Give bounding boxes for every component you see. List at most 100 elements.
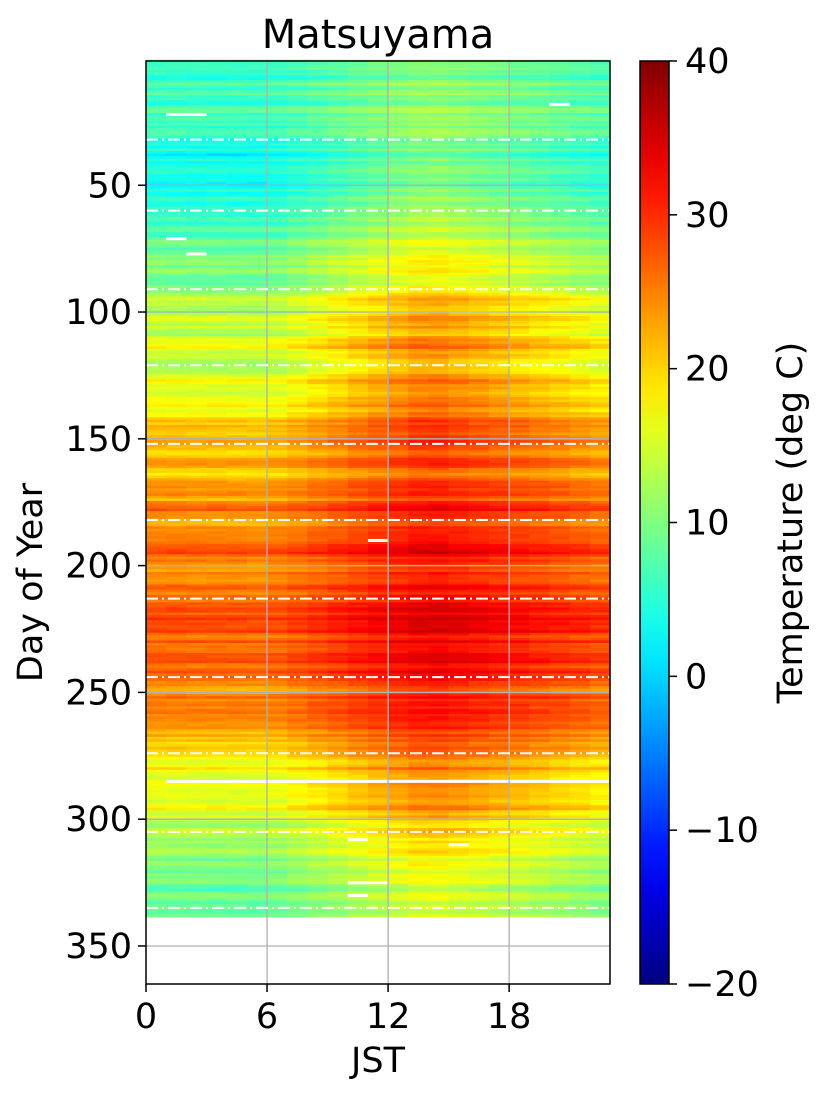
heat-cell: [569, 107, 591, 112]
heat-cell: [367, 500, 389, 505]
heat-cell: [206, 402, 228, 406]
heat-cell: [589, 325, 611, 330]
heat-cell: [226, 90, 248, 94]
heat-cell: [267, 133, 288, 137]
heat-cell: [569, 419, 591, 423]
heat-cell: [347, 589, 369, 593]
heat-cell: [448, 151, 470, 155]
heat-cell: [408, 308, 430, 312]
heat-cell: [146, 331, 167, 335]
heat-cell: [589, 584, 611, 588]
heat-cell: [569, 100, 591, 104]
heat-cell: [448, 232, 470, 236]
heat-cell: [589, 549, 611, 553]
heat-cell: [267, 594, 288, 598]
heat-cell: [589, 531, 611, 535]
heat-cell: [408, 69, 430, 74]
heat-cell: [509, 462, 530, 467]
heat-cell: [509, 102, 530, 106]
heat-cell: [206, 341, 228, 345]
heat-cell: [468, 145, 490, 150]
heat-cell: [367, 133, 389, 137]
heat-cell: [529, 85, 551, 89]
heat-cell: [166, 371, 187, 375]
heat-cell: [388, 508, 409, 512]
heat-cell: [569, 181, 591, 185]
heat-cell: [589, 594, 611, 598]
heat-cell: [448, 285, 470, 289]
heat-cell: [307, 493, 329, 497]
heat-cell: [246, 87, 268, 91]
heat-cell: [327, 544, 349, 548]
heat-cell: [468, 97, 490, 101]
heat-cell: [428, 544, 450, 548]
heat-cell: [408, 252, 430, 256]
heat-cell: [226, 140, 248, 145]
heat-cell: [468, 262, 490, 266]
heat-cell: [569, 87, 591, 91]
heat-cell: [448, 556, 470, 560]
heat-cell: [267, 97, 288, 101]
heat-cell: [468, 412, 490, 416]
heat-cell: [367, 346, 389, 350]
heat-cell: [186, 526, 208, 530]
heat-cell: [569, 199, 591, 203]
heat-cell: [166, 140, 187, 145]
heat-cell: [408, 533, 430, 538]
heat-cell: [488, 120, 510, 124]
heat-cell: [267, 229, 288, 233]
heat-cell: [509, 320, 530, 325]
heat-cell: [549, 135, 571, 139]
heat-cell: [307, 219, 329, 223]
heat-cell: [509, 204, 530, 208]
heat-cell: [367, 577, 389, 581]
heat-cell: [367, 429, 389, 434]
heat-cell: [226, 528, 248, 532]
heat-cell: [206, 135, 228, 139]
heat-cell: [267, 315, 288, 319]
heat-cell: [468, 95, 490, 99]
heat-cell: [488, 381, 510, 385]
heat-cell: [408, 478, 430, 482]
heat-cell: [367, 584, 389, 588]
heat-cell: [569, 148, 591, 152]
heat-cell: [246, 485, 268, 489]
heat-cell: [468, 123, 490, 127]
heat-cell: [589, 506, 611, 510]
heat-cell: [549, 455, 571, 459]
heat-cell: [448, 247, 470, 251]
heat-cell: [186, 280, 208, 284]
heat-cell: [267, 478, 288, 482]
heat-cell: [287, 64, 308, 68]
heat-cell: [569, 303, 591, 307]
heat-cell: [388, 513, 409, 517]
heat-cell: [468, 599, 490, 603]
heat-cell: [146, 503, 167, 507]
heat-cell: [206, 128, 228, 132]
heat-cell: [468, 216, 490, 221]
heat-cell: [206, 602, 228, 606]
heat-cell: [509, 574, 530, 578]
heat-cell: [529, 409, 551, 413]
heat-cell: [488, 374, 510, 378]
heat-cell: [166, 300, 187, 304]
heat-cell: [347, 166, 369, 170]
heat-cell: [146, 168, 167, 172]
heat-cell: [327, 455, 349, 459]
heat-cell: [206, 396, 228, 401]
heat-cell: [428, 584, 450, 588]
heat-cell: [569, 161, 591, 165]
heat-cell: [529, 442, 551, 446]
heat-cell: [509, 341, 530, 345]
heat-cell: [186, 467, 208, 472]
heat-cell: [146, 549, 167, 553]
heat-cell: [226, 308, 248, 312]
heat-cell: [327, 130, 349, 134]
heat-cell: [408, 153, 430, 157]
heat-cell: [246, 143, 268, 147]
heat-cell: [246, 189, 268, 193]
heat-cell: [166, 338, 187, 342]
heat-cell: [146, 67, 167, 71]
heat-cell: [267, 336, 288, 340]
heat-cell: [428, 490, 450, 494]
